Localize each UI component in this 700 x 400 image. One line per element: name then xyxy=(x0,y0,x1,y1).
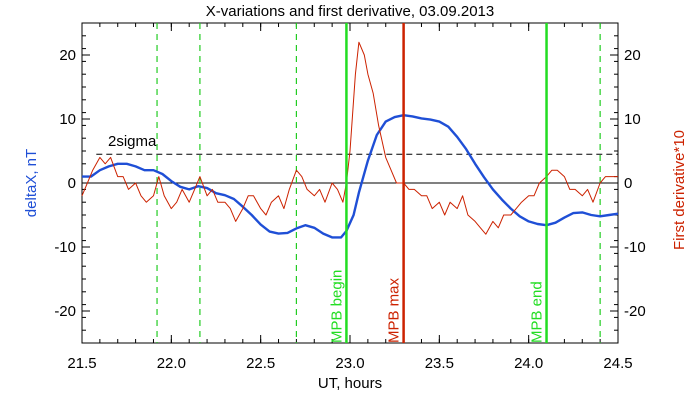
marker-label: MPB end xyxy=(529,281,546,343)
marker-label: MPB begin xyxy=(328,270,345,343)
x-tick-label: 22.5 xyxy=(246,355,275,372)
x-tick-label: 23.0 xyxy=(335,355,364,372)
y-tick-label-right: -20 xyxy=(624,303,646,320)
y-tick-label-left: 0 xyxy=(68,175,76,192)
x-tick-label: 24.5 xyxy=(603,355,632,372)
ticks: 21.5 22.0 22.5 23.0 23.5 24.0 24.5 20 20 10 10 0 0 -1… xyxy=(54,22,646,372)
chart-title: X-variations and first derivative, 03.09… xyxy=(206,3,495,20)
series xyxy=(81,41,619,239)
y-tick-label-right: 0 xyxy=(624,175,632,192)
x-tick-label: 21.5 xyxy=(67,355,96,372)
x-tick-label: 23.5 xyxy=(425,355,454,372)
y-tick-label-right: -10 xyxy=(624,239,646,256)
x-axis-title: UT, hours xyxy=(318,375,382,392)
y-tick-label-left: -10 xyxy=(54,239,76,256)
y-tick-label-left: 20 xyxy=(59,47,76,64)
y-tick-label-right: 20 xyxy=(624,47,641,64)
y-tick-label-left: -20 xyxy=(54,303,76,320)
y-tick-label-right: 10 xyxy=(624,111,641,128)
marker-lines: MPB begin MPB max MPB end xyxy=(328,23,548,343)
sigma-label: 2sigma xyxy=(108,133,157,150)
x-tick-label: 22.0 xyxy=(157,355,186,372)
x-tick-label: 24.0 xyxy=(514,355,543,372)
y-tick-label-left: 10 xyxy=(59,111,76,128)
y-axis-title-left: deltaX, nT xyxy=(23,149,40,217)
y-axis-title-right: First derivative*10 xyxy=(671,130,688,250)
deltax-line xyxy=(82,113,619,239)
derivative-line xyxy=(81,41,618,235)
marker-label: MPB max xyxy=(386,277,403,343)
